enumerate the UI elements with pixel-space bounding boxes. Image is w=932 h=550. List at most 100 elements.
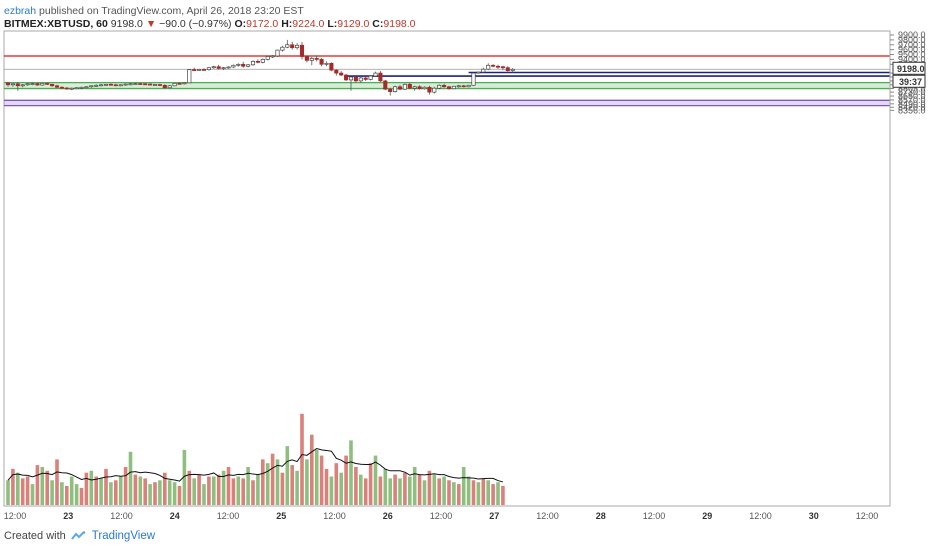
candle bbox=[358, 76, 363, 83]
time-tick-label: 30 bbox=[809, 511, 819, 521]
candle-body bbox=[466, 84, 471, 88]
countdown-badge-text: 39:37 bbox=[899, 77, 922, 87]
candle bbox=[152, 83, 158, 86]
candle bbox=[133, 82, 138, 85]
volume-bar bbox=[30, 484, 35, 505]
candle-body bbox=[383, 80, 388, 90]
time-tick-label: 29 bbox=[702, 511, 712, 521]
candle bbox=[388, 87, 393, 96]
candle-body bbox=[481, 68, 486, 73]
volume-bar bbox=[148, 484, 152, 505]
candle-body bbox=[348, 76, 354, 81]
candle bbox=[157, 83, 162, 86]
candle-body bbox=[250, 61, 256, 66]
candle-body bbox=[265, 56, 270, 60]
candle-body bbox=[206, 67, 211, 71]
volume-bar bbox=[251, 480, 255, 505]
volume-bar bbox=[486, 480, 490, 505]
volume-bar bbox=[329, 476, 334, 505]
volume-bar bbox=[216, 474, 221, 505]
candle-body bbox=[309, 58, 314, 61]
last-price-badge bbox=[892, 61, 926, 75]
symbol-name[interactable]: BITMEX:XBTUSD, 60 bbox=[4, 18, 108, 30]
volume-bar bbox=[256, 474, 260, 505]
volume-bar bbox=[261, 459, 265, 505]
candle-body bbox=[285, 44, 290, 48]
volume-bar bbox=[275, 459, 280, 505]
price-tick-label: 8420.0 bbox=[898, 102, 926, 112]
price-tick-label: 8356.0 bbox=[898, 105, 926, 115]
candle-body bbox=[304, 56, 309, 61]
candle-body bbox=[241, 63, 246, 67]
candle bbox=[334, 69, 339, 76]
candle bbox=[211, 65, 216, 69]
candle bbox=[250, 60, 256, 66]
volume-bar bbox=[153, 482, 157, 505]
volume-bar bbox=[408, 476, 412, 505]
volume-bar bbox=[447, 480, 451, 505]
volume-bar bbox=[207, 476, 211, 505]
volume-bar bbox=[290, 465, 294, 505]
volume-bar bbox=[197, 474, 201, 505]
candle bbox=[270, 55, 275, 58]
volume-bar bbox=[461, 467, 466, 505]
volume-bar bbox=[344, 455, 348, 505]
candle bbox=[319, 57, 324, 67]
candle bbox=[476, 71, 481, 74]
volume-bar bbox=[319, 455, 324, 505]
candle bbox=[216, 64, 221, 70]
candle-body bbox=[103, 83, 109, 86]
time-tick-label: 12:00 bbox=[856, 511, 879, 521]
candle bbox=[172, 82, 177, 87]
candle-body bbox=[388, 88, 393, 92]
candle bbox=[79, 86, 84, 89]
candle bbox=[309, 56, 314, 66]
candle-body bbox=[25, 83, 30, 86]
low-label: L: bbox=[327, 18, 338, 30]
volume-bar bbox=[403, 472, 407, 505]
price-tick-label: 9700.0 bbox=[898, 40, 926, 50]
volume-bar bbox=[182, 449, 187, 505]
candle-body bbox=[69, 87, 74, 90]
candle-body bbox=[422, 86, 427, 90]
tradingview-brand[interactable]: TradingView bbox=[91, 530, 156, 542]
candle bbox=[344, 74, 349, 81]
candle-body bbox=[182, 82, 187, 85]
candle bbox=[402, 83, 407, 91]
candle bbox=[265, 55, 270, 61]
candle-body bbox=[187, 69, 192, 84]
candle-body bbox=[108, 83, 113, 86]
candle bbox=[295, 43, 300, 50]
zone-1 bbox=[4, 100, 890, 106]
candle-body bbox=[113, 84, 118, 87]
candle-body bbox=[373, 72, 378, 77]
candle bbox=[187, 69, 192, 84]
close-label: C: bbox=[372, 18, 384, 30]
price-tick-label: 8490.0 bbox=[898, 99, 926, 109]
volume-bar bbox=[231, 478, 236, 505]
time-tick-label: 12:00 bbox=[749, 511, 772, 521]
candle bbox=[486, 63, 491, 71]
candle bbox=[397, 84, 403, 91]
candle-body bbox=[74, 87, 79, 90]
plot-area bbox=[3, 30, 891, 507]
volume-bar bbox=[11, 468, 15, 505]
candle bbox=[108, 83, 113, 86]
volume-bar bbox=[20, 478, 25, 505]
candle-body bbox=[99, 84, 104, 87]
candle-body bbox=[446, 86, 452, 90]
price-change: −90.0 (−0.97%) bbox=[159, 18, 232, 30]
volume-bar bbox=[65, 486, 69, 505]
candle-body bbox=[123, 83, 128, 86]
candle-body bbox=[397, 86, 403, 90]
candle bbox=[427, 85, 432, 95]
volume-bar bbox=[280, 472, 285, 505]
time-tick-label: 12:00 bbox=[4, 511, 27, 521]
candle-body bbox=[118, 84, 123, 87]
volume-bar bbox=[89, 470, 94, 505]
candle-body bbox=[54, 85, 60, 88]
candle bbox=[206, 67, 211, 71]
author-link[interactable]: ezbrah bbox=[4, 5, 37, 17]
volume-bar bbox=[236, 476, 241, 505]
